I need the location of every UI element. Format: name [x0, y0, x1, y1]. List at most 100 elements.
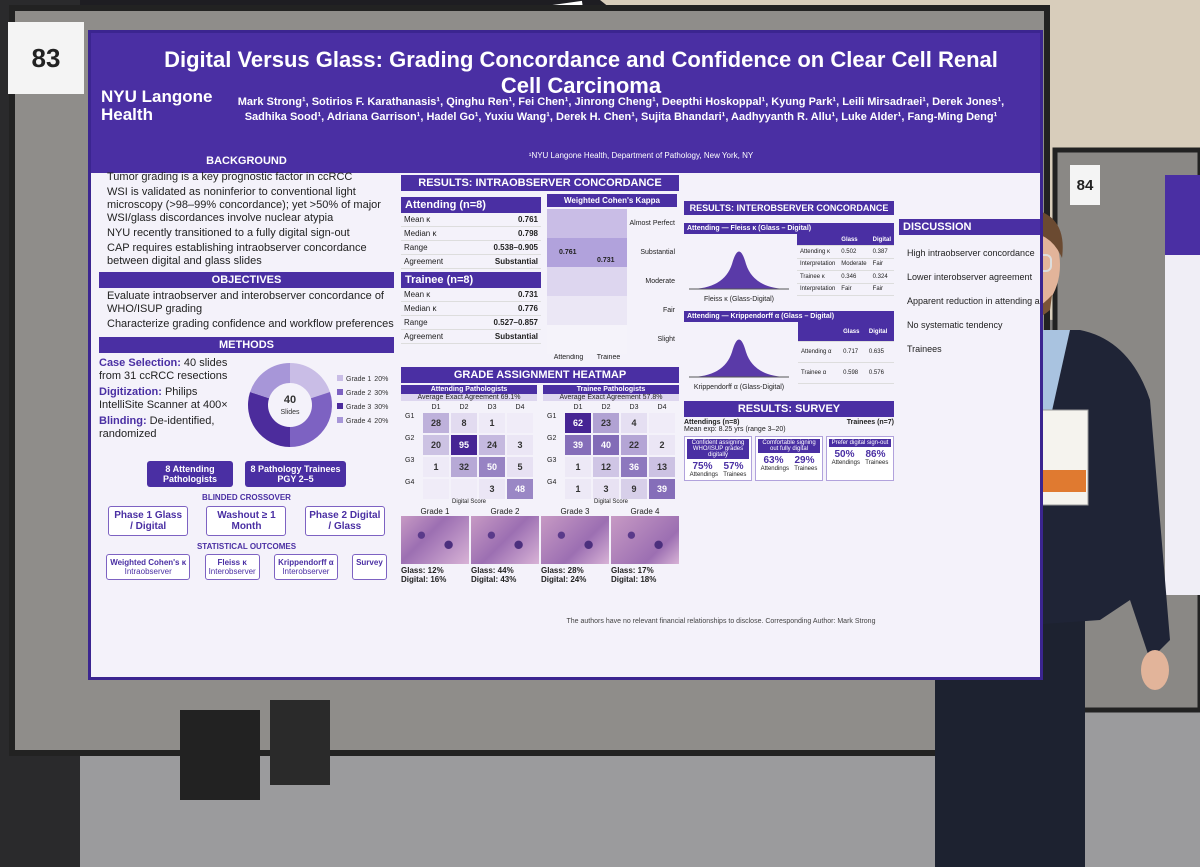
heatmap-cell: 50 — [479, 457, 505, 477]
grade-name: Grade 3 — [560, 507, 590, 516]
table-cell: 0.761 — [467, 213, 541, 227]
legend-label: Grade 3 30% — [346, 404, 388, 411]
survey-groups: Attendings (n=8) Mean exp: 8.25 yrs (rang… — [684, 419, 894, 433]
method-label: Blinding: — [99, 415, 147, 427]
donut-slice — [289, 363, 330, 399]
bullet: WSI is validated as noninferior to conve… — [107, 186, 381, 224]
trainee-label: Trainees — [794, 466, 818, 472]
grade-panel: Grade 4 Glass: 17% Digital: 18% — [611, 507, 679, 584]
heatmap-row: Attending Pathologists Average Exact Agre… — [401, 385, 679, 505]
method-text: Philips IntelliSite Scanner at 400× — [99, 386, 228, 411]
heatmap-cell: 1 — [565, 457, 591, 477]
table-cell: Mean κ — [401, 213, 468, 227]
table-cell: Fair — [869, 258, 894, 272]
bullet: Characterize grading confidence and work… — [107, 318, 394, 330]
section-heading: METHODS — [99, 337, 394, 353]
kappa-band-label: Almost Perfect — [629, 220, 675, 227]
row-label: G4 — [547, 479, 557, 486]
methods-text: Case Selection: 40 slides from 31 ccRCC r… — [99, 357, 239, 457]
heatmap-cell: 39 — [565, 435, 591, 455]
legend-swatch — [336, 417, 343, 423]
corner — [547, 404, 563, 411]
section-heading: BACKGROUND — [99, 153, 394, 169]
table-cell: Moderate — [838, 258, 870, 272]
histology-image — [471, 516, 539, 564]
affiliation: ¹NYU Langone Health, Department of Patho… — [528, 151, 754, 160]
heatmap-cell — [649, 413, 675, 433]
heatmap-grid: D1 D2 D3 D4 G1 28 8 1 G2 20 95 24 3 G3 1 32 50 5 G4 3 48 — [405, 404, 537, 499]
group-note: Mean exp: 8.25 yrs (range 3–20) — [684, 426, 786, 433]
kappa-groups: Attending Trainee — [547, 354, 627, 361]
table-cell: 0.324 — [869, 270, 894, 284]
table-row: Agreement Substantial — [401, 329, 541, 344]
panel-title: Attending — Krippendorff α (Glass – Digi… — [684, 311, 894, 322]
method-text: 40 slides from 31 ccRCC resections — [99, 357, 228, 382]
outcome-sub: Intraobserver — [124, 567, 172, 576]
table-head-cell — [798, 322, 841, 343]
heatmap-cell: 12 — [593, 457, 619, 477]
heatmap-cell: 24 — [479, 435, 505, 455]
section-heading: GRADE ASSIGNMENT HEATMAP — [401, 367, 679, 383]
bootstrap-histogram — [689, 251, 789, 290]
table-cell: 0.717 — [840, 341, 866, 364]
survey-trainees: Trainees (n=7) — [846, 419, 894, 426]
x-axis-label: Digital Score — [451, 499, 486, 505]
outcome-name: Survey — [356, 558, 383, 567]
donut-slice — [289, 392, 332, 447]
kappa-band-label: Moderate — [645, 278, 675, 285]
phase-box: Phase 1 Glass / Digital — [108, 506, 189, 536]
table-row: Range 0.538–0.905 — [401, 240, 541, 255]
bullet: High intraobserver concordance — [907, 248, 1035, 258]
heatmap-cell: 28 — [423, 413, 449, 433]
heatmap-cell — [507, 413, 533, 433]
x-axis-label: Digital Score — [593, 499, 628, 505]
outcome-sub: Interobserver — [282, 567, 330, 576]
heatmap-cell: 1 — [479, 413, 505, 433]
kappa-plot: 0.761 0.731 — [547, 209, 627, 354]
outcomes-heading: STATISTICAL OUTCOMES — [196, 542, 297, 551]
row-label: G3 — [547, 457, 557, 464]
phase-row: Phase 1 Glass / Digital Washout ≥ 1 Month… — [99, 506, 394, 536]
survey-numbers: 50% 86% — [829, 449, 891, 460]
grade-digital: Digital: 18% — [611, 575, 657, 584]
legend-value: 30% — [374, 390, 388, 397]
table-cell: Substantial — [467, 329, 541, 344]
grade-panel: Grade 3 Glass: 28% Digital: 24% — [541, 507, 609, 584]
legend-swatch — [336, 403, 343, 409]
grade-glass: Glass: 12% — [401, 566, 444, 575]
panel-title: Attending — Fleiss κ (Glass – Digital) — [684, 223, 894, 234]
attending-box: 8 Attending Pathologists — [147, 461, 233, 487]
section-heading: OBJECTIVES — [99, 272, 394, 288]
grade-glass: Glass: 17% — [611, 566, 654, 575]
table-cell: 0.346 — [838, 270, 870, 284]
kappa-band — [547, 325, 627, 354]
row-label: G4 — [405, 479, 415, 486]
heatmap-cell: 40 — [593, 435, 619, 455]
survey-box: Confident assigning WHO/ISUP grades digi… — [684, 436, 752, 481]
table-row: Interpretation Fair Fair — [796, 283, 894, 297]
trainee-label: Trainees — [865, 460, 889, 466]
survey-numbers: 63% 29% — [758, 455, 820, 466]
histogram-shape — [689, 339, 789, 377]
donut-chart: Grade 1 20%Grade 2 30%Grade 3 30%Grade 4 20%… — [247, 363, 388, 447]
table-cell: 0.387 — [869, 245, 894, 259]
table-cell: Attending α — [798, 341, 841, 364]
heatmap-cell: 39 — [649, 479, 675, 499]
outcome-box: Fleiss κ Interobserver — [204, 554, 260, 580]
attending-pct: 75% — [692, 461, 713, 472]
table-row: Mean κ 0.761 — [401, 213, 541, 227]
grade-name: Grade 1 — [420, 507, 450, 516]
logo-line: Health — [101, 105, 153, 124]
attending-label: Attendings — [689, 472, 718, 478]
bullet: Trainees — [907, 344, 942, 354]
table-cell: Agreement — [401, 254, 468, 269]
heatmap-cell: 3 — [593, 479, 619, 499]
row-label: G1 — [547, 413, 557, 420]
kappa-band — [547, 296, 627, 325]
table-row: Attending α 0.717 0.635 — [798, 341, 894, 364]
trainee-pct: 57% — [723, 461, 744, 472]
table-row: Median κ 0.776 — [401, 301, 541, 316]
survey-legend: Attendings Trainees — [687, 472, 749, 478]
table-cell: 0.798 — [467, 226, 541, 241]
